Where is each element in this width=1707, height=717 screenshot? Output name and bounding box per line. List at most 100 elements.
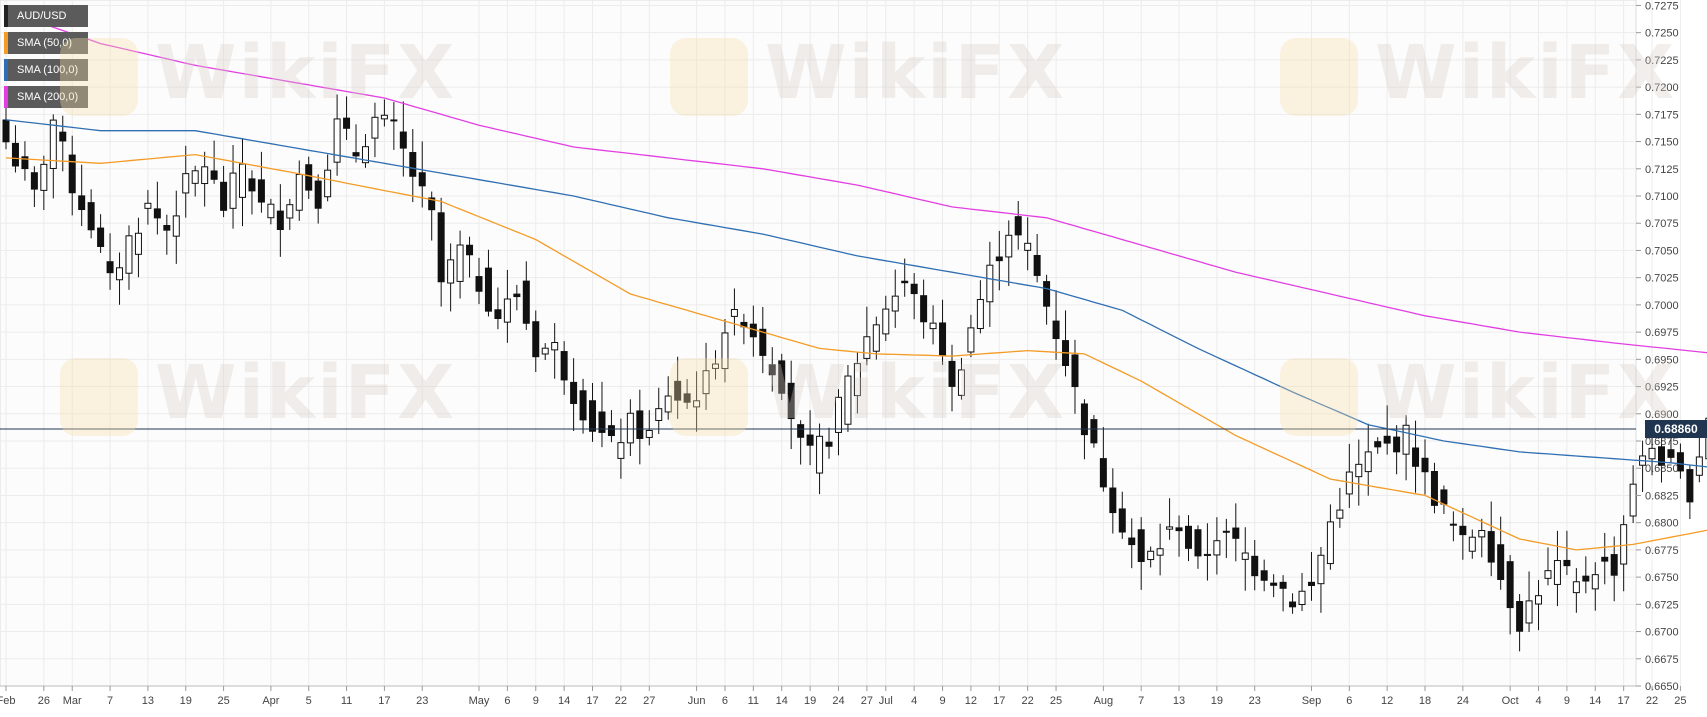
candle-body-down (314, 180, 322, 209)
candle (305, 156, 313, 199)
candle-body-down (901, 280, 909, 284)
candle-body-down (1658, 446, 1665, 466)
candle-body-up (693, 400, 701, 408)
x-tick-label: 14 (776, 695, 788, 707)
candle (607, 410, 615, 443)
candle (314, 174, 322, 224)
x-tick-label: 4 (911, 695, 917, 707)
candle-body-down (399, 131, 407, 149)
legend-label-sma50: SMA (50,0) (17, 37, 73, 49)
x-tick-label: 18 (1419, 695, 1431, 707)
candle-body-up (664, 395, 672, 413)
y-tick-label: 0.7250 (1645, 28, 1679, 40)
candle-body-down (466, 244, 474, 256)
legend-item-sma100[interactable]: SMA (100,0) (4, 59, 89, 81)
candle-body-up (295, 174, 303, 211)
candle (1213, 517, 1221, 575)
x-tick-label: 24 (1457, 695, 1469, 707)
candle-body-down (1260, 570, 1268, 581)
candle-body-down (589, 400, 597, 432)
candle (333, 94, 341, 176)
candle (1383, 405, 1391, 455)
candle (144, 190, 152, 225)
candle (399, 101, 407, 177)
y-tick-label: 0.6725 (1645, 599, 1679, 611)
candle-body-down (11, 142, 19, 167)
candle (1705, 417, 1707, 460)
y-tick-label: 0.7275 (1645, 0, 1679, 12)
legend-item-sma200[interactable]: SMA (200,0) (4, 86, 89, 108)
candle-body-up (229, 172, 237, 209)
candle-body-down (1109, 487, 1117, 514)
x-tick-label: 23 (416, 695, 428, 707)
candle (276, 184, 284, 257)
candle-body-up (1166, 526, 1174, 530)
candle (882, 295, 890, 342)
candle (172, 190, 180, 264)
candle-body-down (683, 393, 691, 403)
candle-body-down (1582, 575, 1590, 582)
x-tick-label: 6 (722, 695, 728, 707)
x-tick-label: 19 (804, 695, 816, 707)
x-tick-label: 7 (1138, 695, 1144, 707)
candle (522, 261, 530, 330)
x-tick-label: 25 (1050, 695, 1062, 707)
candle (1355, 439, 1363, 506)
candle-body-down (220, 181, 228, 211)
candle (853, 352, 861, 414)
y-tick-label: 0.6925 (1645, 382, 1679, 394)
candle-body-down (2, 119, 10, 143)
legend-item-sma50[interactable]: SMA (50,0) (4, 32, 89, 54)
y-tick-label: 0.6775 (1645, 545, 1679, 557)
candle (1005, 220, 1013, 286)
candle (210, 140, 218, 184)
x-tick-label: 17 (378, 695, 390, 707)
candle-body-up (1535, 595, 1543, 605)
candle (68, 135, 76, 216)
candle-body-down (87, 202, 95, 231)
candle (1516, 594, 1524, 652)
y-tick-label: 0.7150 (1645, 137, 1679, 149)
candle (1118, 491, 1126, 539)
candle (901, 258, 909, 297)
x-tick-label: 12 (1381, 695, 1393, 707)
candle-body-down (1412, 447, 1420, 467)
candle (693, 371, 701, 432)
y-tick-label: 0.7075 (1645, 218, 1679, 230)
candle (1572, 568, 1580, 613)
candle (1648, 437, 1656, 476)
candle (1582, 556, 1590, 594)
candle (484, 249, 492, 317)
candle (570, 358, 578, 431)
x-tick-label: 9 (533, 695, 539, 707)
candle-body-down (1232, 527, 1240, 539)
candle (257, 151, 265, 213)
candle-body-down (598, 411, 606, 433)
x-tick-label: 11 (341, 695, 352, 707)
candle (116, 252, 124, 305)
legend-item-price[interactable]: AUD/USD (4, 5, 89, 27)
candle (163, 214, 171, 255)
candle-body-up (929, 322, 937, 330)
candle (655, 387, 663, 434)
x-tick-label: 5 (306, 695, 312, 707)
candle-body-down (1185, 525, 1192, 549)
candle (466, 236, 474, 278)
x-tick-label: 22 (1022, 695, 1034, 707)
legend-label-sma100: SMA (100,0) (17, 64, 79, 76)
x-tick-label: 11 (748, 695, 759, 707)
candle (730, 288, 738, 336)
candle (626, 399, 634, 456)
candle (418, 141, 426, 208)
candle (920, 279, 928, 339)
candle (1374, 437, 1382, 454)
x-tick-label: Oct (1502, 695, 1519, 707)
candle-body-down (1279, 581, 1287, 589)
candle-body-up (1553, 560, 1561, 585)
candle (910, 273, 918, 320)
candle-body-down (1449, 523, 1457, 526)
candle-body-down (1430, 471, 1438, 506)
candle (1298, 573, 1306, 612)
candle-body-up (1317, 554, 1325, 585)
